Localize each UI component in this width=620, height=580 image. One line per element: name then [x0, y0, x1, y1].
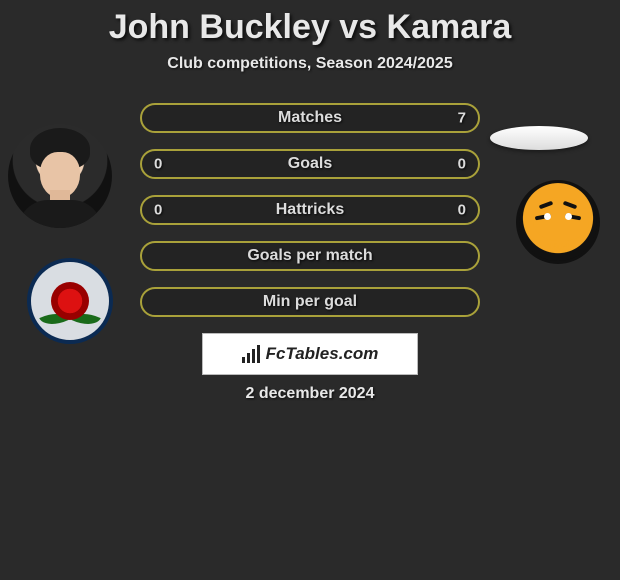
date-label: 2 december 2024	[0, 385, 620, 403]
stat-row-min-per-goal: Min per goal	[140, 287, 480, 317]
crest-year: 1904	[519, 242, 597, 253]
stat-label: Goals	[288, 155, 332, 173]
rose-icon	[51, 282, 89, 320]
stat-row-goals: 0 Goals 0	[140, 149, 480, 179]
player1-avatar	[8, 124, 112, 228]
stats-list: Matches 7 0 Goals 0 0 Hattricks 0 Goals …	[140, 103, 480, 317]
stat-row-hattricks: 0 Hattricks 0	[140, 195, 480, 225]
stat-label: Hattricks	[276, 201, 344, 219]
stat-row-matches: Matches 7	[140, 103, 480, 133]
stat-label: Goals per match	[247, 247, 372, 265]
stat-right-value: 0	[458, 202, 466, 219]
stat-row-goals-per-match: Goals per match	[140, 241, 480, 271]
stat-left-value: 0	[154, 156, 162, 173]
player2-avatar	[490, 126, 588, 150]
stat-right-value: 0	[458, 156, 466, 173]
bar-chart-icon	[242, 345, 260, 363]
brand-text: FcTables.com	[266, 344, 379, 364]
subtitle: Club competitions, Season 2024/2025	[0, 55, 620, 73]
stat-label: Min per goal	[263, 293, 357, 311]
player2-club-crest: 1904	[516, 180, 600, 264]
stat-left-value: 0	[154, 202, 162, 219]
player1-club-crest	[27, 258, 113, 344]
brand-attribution[interactable]: FcTables.com	[202, 333, 418, 375]
page-title: John Buckley vs Kamara	[0, 8, 620, 47]
stat-right-value: 7	[458, 110, 466, 127]
stat-label: Matches	[278, 109, 342, 127]
